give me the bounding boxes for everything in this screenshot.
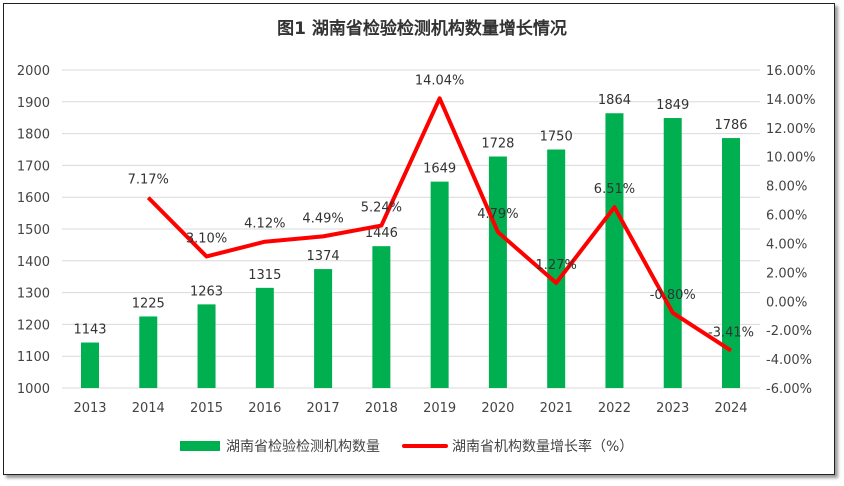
y-right-tick-label: 16.00% xyxy=(766,64,816,79)
y-right-tick-label: 10.00% xyxy=(766,151,816,166)
bar-data-label: 1728 xyxy=(481,136,514,151)
bars: 1143 1225 1263 1315 1374 1446 1649 1728 1750 1864… xyxy=(73,93,748,389)
x-tick-label: 2013 xyxy=(73,401,106,416)
chart-frame xyxy=(3,3,835,475)
bar xyxy=(197,304,216,388)
y-left-tick-label: 1400 xyxy=(17,255,50,270)
y-right-tick-label: -2.00% xyxy=(766,324,812,339)
bar xyxy=(605,113,624,389)
y-right-tick-label: 2.00% xyxy=(766,266,807,281)
y-right-tick-label: 0.00% xyxy=(766,295,807,310)
line-data-label: 3.10% xyxy=(186,231,227,246)
y-left-tick-label: 1100 xyxy=(17,350,50,365)
line-data-label: 6.51% xyxy=(594,182,635,197)
bar xyxy=(314,269,333,388)
line-data-label: 1.27% xyxy=(536,258,577,273)
line-data-label: 5.24% xyxy=(361,201,402,216)
bar xyxy=(488,156,507,388)
x-tick-label: 2018 xyxy=(365,401,398,416)
bar-data-label: 1374 xyxy=(307,249,340,264)
line-data-label: 7.17% xyxy=(128,173,169,188)
y-left-tick-label: 1200 xyxy=(17,318,50,333)
y-left-tick-label: 1500 xyxy=(17,223,50,238)
x-tick-label: 2021 xyxy=(540,401,573,416)
x-tick-label: 2020 xyxy=(481,401,514,416)
line-data-label: 4.12% xyxy=(244,217,285,232)
bar-data-label: 1864 xyxy=(598,93,631,108)
bar xyxy=(663,118,682,388)
x-tick-label: 2015 xyxy=(190,401,223,416)
bar-data-label: 1143 xyxy=(73,323,106,338)
legend: 湖南省检验检测机构数量 湖南省机构数量增长率（%） xyxy=(180,438,633,455)
bar xyxy=(722,138,740,388)
bar-data-label: 1750 xyxy=(540,130,573,145)
axes: 1000 1100 1200 1300 1400 1500 1600 1700 1800 1900… xyxy=(17,64,816,416)
bar-data-label: 1849 xyxy=(656,98,689,113)
y-right-tick-label: 14.00% xyxy=(766,93,816,108)
legend-label-bar: 湖南省检验检测机构数量 xyxy=(226,439,380,455)
y-left-tick-label: 1900 xyxy=(17,96,50,111)
x-tick-label: 2014 xyxy=(132,401,165,416)
line-data-label: -0.80% xyxy=(650,288,696,303)
y-right-tick-label: -6.00% xyxy=(766,382,812,397)
y-left-tick-label: 1800 xyxy=(17,128,50,143)
chart-title: 图1 湖南省检验检测机构数量增长情况 xyxy=(277,18,567,39)
bar-data-label: 1786 xyxy=(714,118,747,133)
legend-swatch-bar xyxy=(180,441,220,451)
line-data-label: 4.49% xyxy=(302,211,343,226)
line-data-label: -3.41% xyxy=(708,326,754,341)
bar xyxy=(139,316,158,388)
x-tick-label: 2016 xyxy=(248,401,281,416)
y-left-tick-label: 1300 xyxy=(17,287,50,302)
y-right-tick-label: 8.00% xyxy=(766,180,807,195)
gridlines xyxy=(62,69,760,389)
x-tick-label: 2022 xyxy=(598,401,631,416)
line-series: 7.17% 3.10% 4.12% 4.49% 5.24% 14.04% 4.79% 1.27… xyxy=(128,73,754,353)
legend-label-line: 湖南省机构数量增长率（%） xyxy=(452,438,633,455)
x-tick-label: 2019 xyxy=(423,401,456,416)
bar-data-label: 1446 xyxy=(365,226,398,241)
bar xyxy=(430,181,449,388)
bar xyxy=(547,149,566,388)
bar xyxy=(255,287,274,388)
bar-data-label: 1649 xyxy=(423,162,456,177)
y-right-tick-label: 12.00% xyxy=(766,122,816,137)
x-tick-label: 2017 xyxy=(307,401,340,416)
y-left-tick-label: 2000 xyxy=(17,64,50,79)
x-tick-label: 2023 xyxy=(656,401,689,416)
bar-data-label: 1225 xyxy=(132,296,165,311)
y-right-tick-label: -4.00% xyxy=(766,353,812,368)
y-right-tick-label: 4.00% xyxy=(766,237,807,252)
line-data-label: 14.04% xyxy=(415,73,465,88)
bar-data-label: 1263 xyxy=(190,284,223,299)
y-left-tick-label: 1000 xyxy=(17,382,50,397)
bar-data-label: 1315 xyxy=(248,268,281,283)
x-tick-label: 2024 xyxy=(714,401,747,416)
bar xyxy=(81,342,99,388)
y-left-tick-label: 1600 xyxy=(17,191,50,206)
y-left-tick-label: 1700 xyxy=(17,159,50,174)
y-right-tick-label: 6.00% xyxy=(766,209,807,224)
line-data-label: 4.79% xyxy=(477,207,518,222)
bar xyxy=(372,246,391,388)
